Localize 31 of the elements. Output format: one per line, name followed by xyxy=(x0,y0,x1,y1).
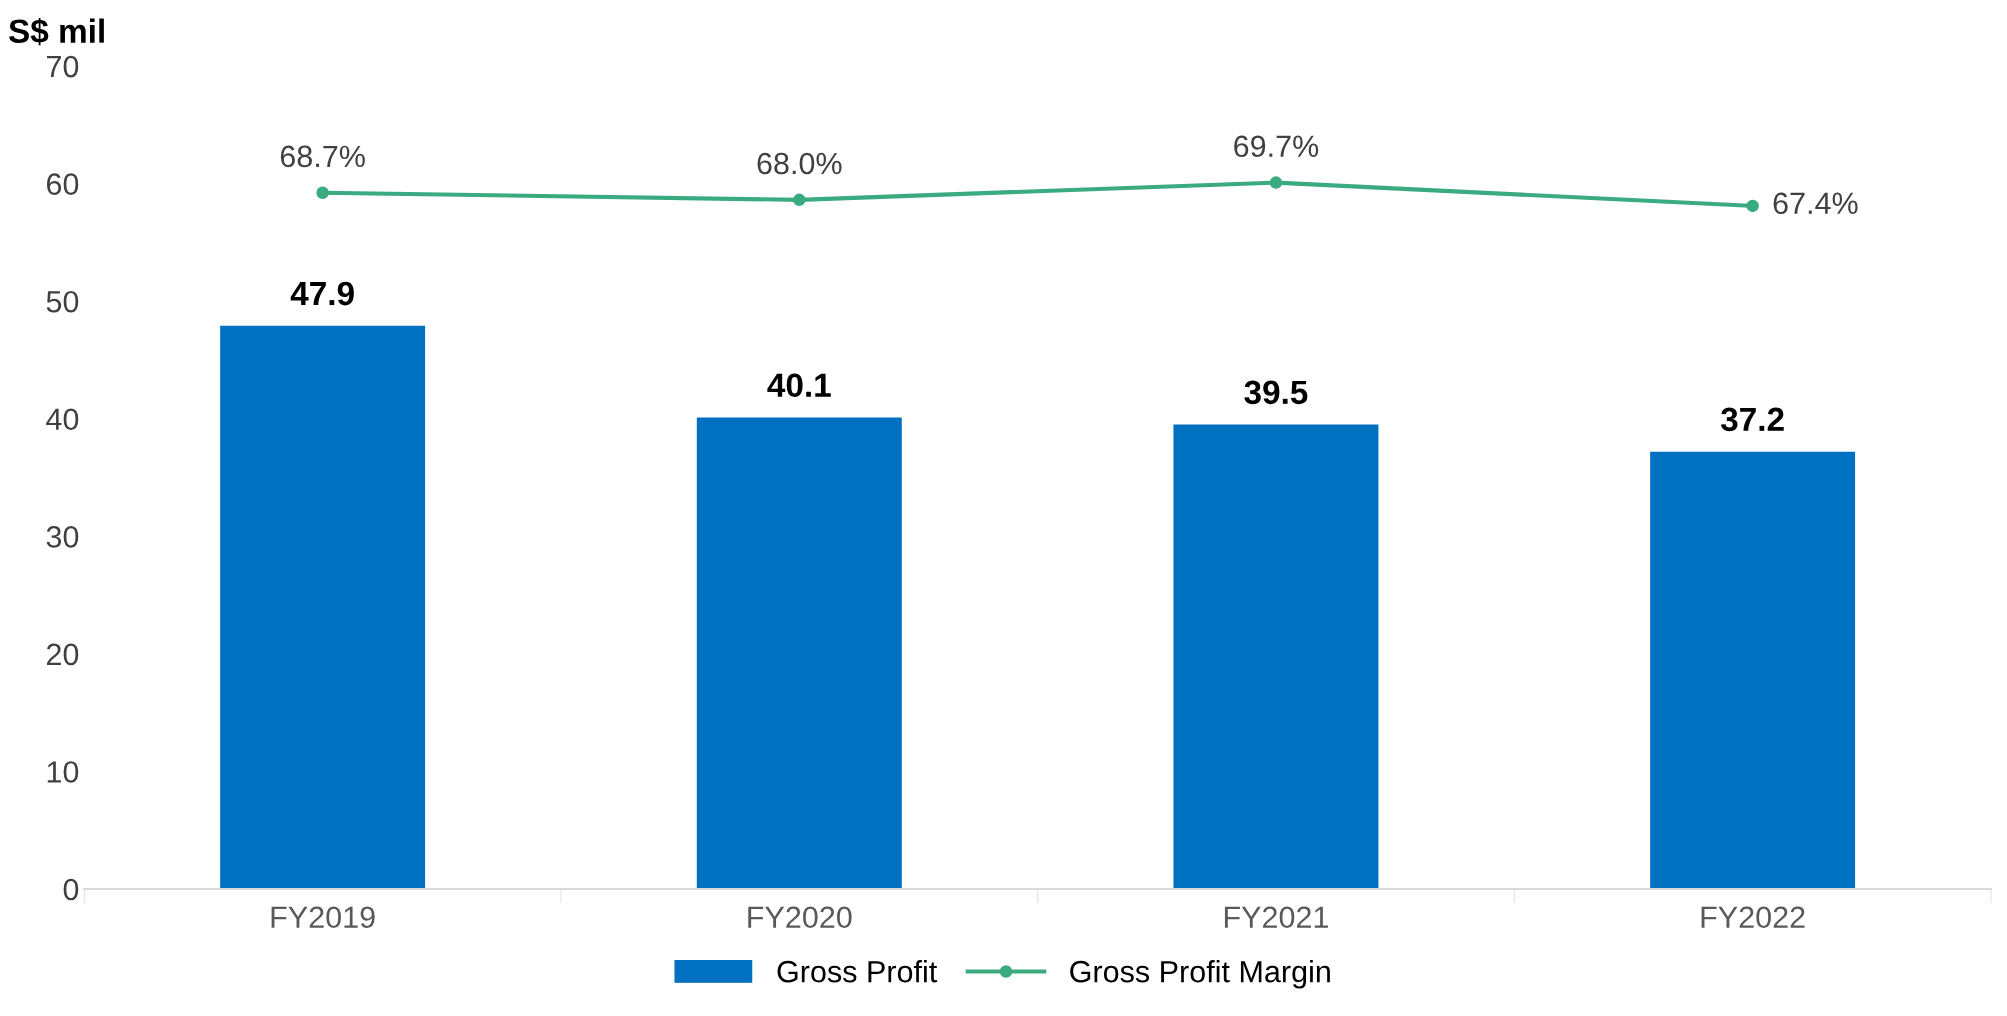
point xyxy=(793,193,806,207)
data-label: 40.1 xyxy=(767,373,831,398)
data-label: 69.7% xyxy=(1234,135,1319,158)
y-tick-label: 30 xyxy=(46,526,79,548)
x-tick-label: FY2021 xyxy=(1224,906,1328,929)
data-label: 37.2 xyxy=(1720,407,1784,432)
legend-label: Gross Profit Margin xyxy=(1070,960,1330,989)
y-axis-title: S$ mil xyxy=(8,17,104,46)
y-tick-label: 60 xyxy=(47,173,79,195)
y-tick-label: 50 xyxy=(46,290,79,313)
y-tick-label: 70 xyxy=(47,55,79,78)
y-tick-label: 20 xyxy=(46,643,79,666)
data-label: 68.0% xyxy=(757,152,842,175)
x-tick-label: FY2022 xyxy=(1701,906,1805,929)
data-label: 39.5 xyxy=(1244,380,1308,405)
data-label: 68.7% xyxy=(280,145,365,168)
data-label: 67.4% xyxy=(1773,192,1858,215)
legend-label: Gross Profit xyxy=(777,960,938,983)
y-tick-label: 40 xyxy=(46,408,79,431)
point xyxy=(1269,176,1283,189)
x-tick-label: FY2020 xyxy=(748,906,852,929)
point xyxy=(1746,199,1759,213)
y-tick-label: 0 xyxy=(63,878,79,901)
bar xyxy=(1173,424,1379,889)
point xyxy=(316,186,329,199)
x-tick-label: FY2019 xyxy=(271,906,375,929)
data-label: 47.9 xyxy=(290,281,354,306)
bar xyxy=(1650,451,1856,889)
bar xyxy=(696,417,902,889)
bar xyxy=(220,325,426,889)
y-tick-label: 10 xyxy=(47,761,79,783)
